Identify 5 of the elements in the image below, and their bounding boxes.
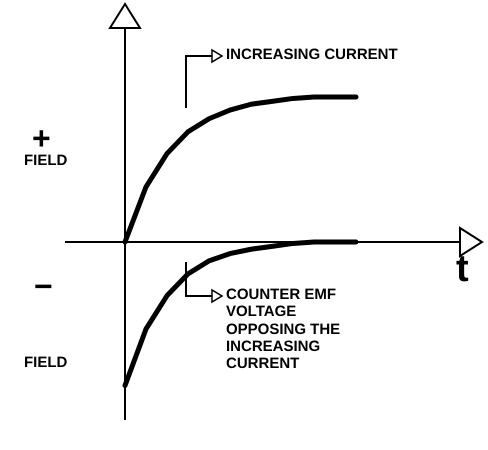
- text: FIELD: [24, 354, 68, 372]
- x-axis-title: t: [456, 248, 469, 292]
- annotation: COUNTER EMF VOLTAGE OPPOSING THE INCREASING CURRENT: [226, 286, 340, 372]
- text: −: [34, 268, 53, 305]
- text: INCREASING CURRENT: [226, 46, 398, 64]
